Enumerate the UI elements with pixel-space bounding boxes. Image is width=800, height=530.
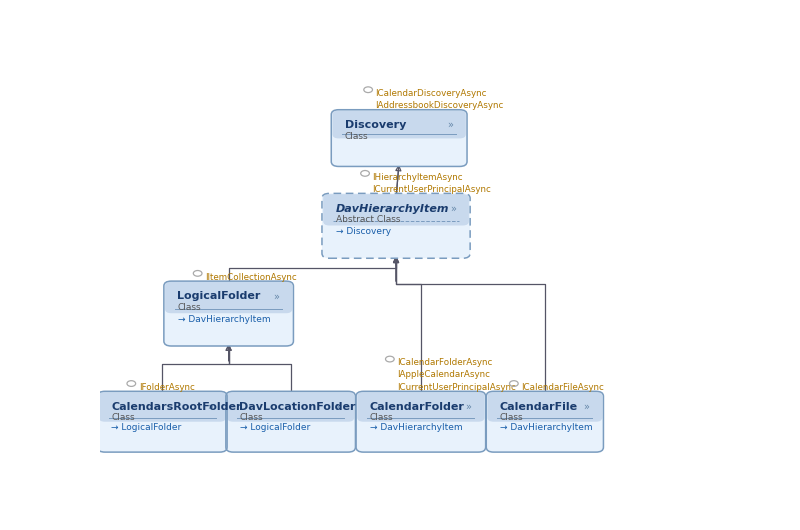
Text: IAppleCalendarAsync: IAppleCalendarAsync xyxy=(398,370,490,379)
Text: »: » xyxy=(207,402,213,411)
Text: Abstract Class: Abstract Class xyxy=(336,215,400,224)
Text: CalendarFolder: CalendarFolder xyxy=(370,402,465,411)
Text: Discovery: Discovery xyxy=(345,120,406,130)
FancyBboxPatch shape xyxy=(486,391,603,452)
Text: Class: Class xyxy=(111,413,134,422)
Text: »: » xyxy=(466,402,471,411)
Text: ICalendarFolderAsync: ICalendarFolderAsync xyxy=(398,358,493,367)
Text: ICurrentUserPrincipalAsync: ICurrentUserPrincipalAsync xyxy=(373,185,491,194)
Text: ICalendarFileAsync: ICalendarFileAsync xyxy=(522,383,604,392)
Text: ICurrentUserPrincipalAsync: ICurrentUserPrincipalAsync xyxy=(398,383,516,392)
Text: → LogicalFolder: → LogicalFolder xyxy=(111,423,182,432)
Text: → DavHierarchyItem: → DavHierarchyItem xyxy=(500,423,593,432)
Text: »: » xyxy=(274,292,279,302)
FancyBboxPatch shape xyxy=(356,391,486,452)
Text: Class: Class xyxy=(500,413,523,422)
Text: → LogicalFolder: → LogicalFolder xyxy=(239,423,310,432)
Text: IFolderAsync: IFolderAsync xyxy=(138,383,194,392)
Text: Class: Class xyxy=(239,413,263,422)
Text: ICalendarDiscoveryAsync: ICalendarDiscoveryAsync xyxy=(375,89,487,98)
Text: »: » xyxy=(335,402,341,411)
FancyBboxPatch shape xyxy=(333,111,466,138)
Text: »: » xyxy=(583,402,589,411)
FancyBboxPatch shape xyxy=(164,281,294,346)
Text: Class: Class xyxy=(178,303,201,312)
Text: → Discovery: → Discovery xyxy=(336,227,390,236)
FancyBboxPatch shape xyxy=(331,110,467,166)
Text: Class: Class xyxy=(370,413,394,422)
Text: CalendarFile: CalendarFile xyxy=(500,402,578,411)
Text: IItemCollectionAsync: IItemCollectionAsync xyxy=(205,272,297,281)
FancyBboxPatch shape xyxy=(487,392,602,422)
Text: Class: Class xyxy=(345,132,369,141)
Text: »: » xyxy=(450,204,456,214)
Text: »: » xyxy=(447,120,453,130)
Text: IHierarchyItemAsync: IHierarchyItemAsync xyxy=(373,173,463,182)
Text: IAddressbookDiscoveryAsync: IAddressbookDiscoveryAsync xyxy=(375,101,504,110)
FancyBboxPatch shape xyxy=(322,193,470,258)
Text: LogicalFolder: LogicalFolder xyxy=(178,292,261,302)
Text: → DavHierarchyItem: → DavHierarchyItem xyxy=(370,423,462,432)
Text: CalendarsRootFolder: CalendarsRootFolder xyxy=(111,402,242,411)
FancyBboxPatch shape xyxy=(98,392,226,422)
Text: → DavHierarchyItem: → DavHierarchyItem xyxy=(178,315,270,324)
FancyBboxPatch shape xyxy=(323,194,469,225)
FancyBboxPatch shape xyxy=(165,282,292,313)
Text: DavLocationFolder: DavLocationFolder xyxy=(239,402,356,411)
FancyBboxPatch shape xyxy=(227,392,354,422)
Text: DavHierarchyItem: DavHierarchyItem xyxy=(336,204,449,214)
FancyBboxPatch shape xyxy=(358,392,485,422)
FancyBboxPatch shape xyxy=(98,391,227,452)
FancyBboxPatch shape xyxy=(226,391,355,452)
